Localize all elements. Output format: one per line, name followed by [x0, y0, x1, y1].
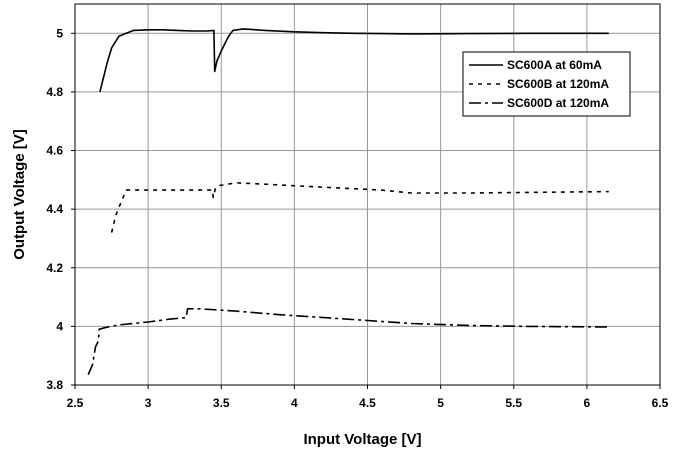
y-tick-label: 3.8: [46, 378, 63, 392]
y-tick-label: 4: [56, 319, 63, 333]
x-tick-label: 2.5: [67, 396, 84, 410]
y-tick-label: 4.6: [46, 144, 63, 158]
legend-label: SC600A at 60mA: [507, 58, 602, 72]
x-tick-label: 6.5: [652, 396, 669, 410]
grid-lines: [74, 4, 661, 386]
y-tick-label: 4.2: [46, 261, 63, 275]
series-line-1: [99, 28, 609, 93]
y-tick-label: 4.4: [46, 202, 63, 216]
series-lines: [87, 28, 609, 376]
x-tick-label: 5.5: [505, 396, 522, 410]
legend-label: SC600D at 120mA: [507, 96, 609, 110]
y-tick-label: 4.8: [46, 85, 63, 99]
series-line-2: [110, 182, 609, 233]
x-tick-label: 4.5: [359, 396, 376, 410]
y-axis-ticks: 3.8 4 4.2 4.4 4.6 4.8 5: [46, 26, 75, 392]
x-tick-label: 5: [437, 396, 444, 410]
x-axis-title: Input Voltage [V]: [303, 431, 421, 448]
series-line-3: [87, 308, 609, 376]
x-tick-label: 6: [584, 396, 591, 410]
legend-label: SC600B at 120mA: [507, 77, 609, 91]
y-tick-label: 5: [56, 26, 63, 40]
x-tick-label: 4: [291, 396, 298, 410]
legend: SC600A at 60mA SC600B at 120mA SC600D at 1…: [462, 51, 631, 117]
y-axis-title: Output Voltage [V]: [11, 129, 28, 260]
x-axis-ticks: 2.5 3 3.5 4 4.5 5 5.5 6 6.5: [67, 385, 669, 410]
x-tick-label: 3: [145, 396, 152, 410]
x-tick-label: 3.5: [213, 396, 230, 410]
